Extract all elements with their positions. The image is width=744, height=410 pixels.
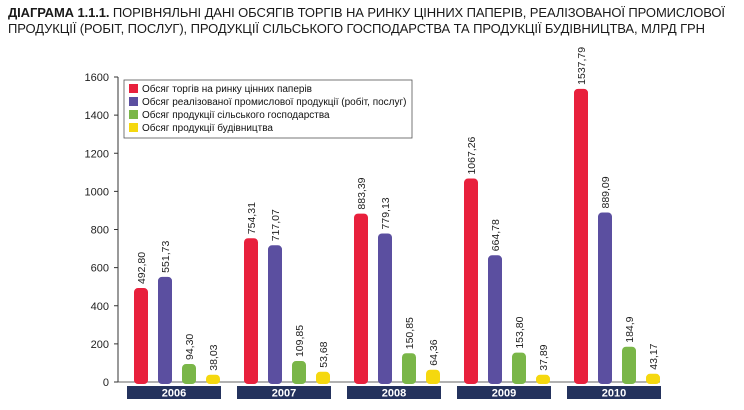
bar [292, 361, 306, 384]
bar [378, 233, 392, 384]
bar-value-label: 94,30 [184, 334, 196, 360]
legend-swatch [129, 97, 138, 106]
bar-value-label: 883,39 [356, 177, 368, 209]
bar [268, 245, 282, 384]
y-tick-label: 800 [91, 225, 109, 237]
bar-value-label: 779,13 [380, 197, 392, 229]
category-box [567, 386, 661, 399]
legend-box [123, 79, 413, 139]
bar-value-label: 109,85 [294, 325, 306, 357]
bar [646, 373, 660, 384]
y-tick-label: 200 [91, 339, 109, 351]
legend-entry: Обсяг реалізованої промислової продукції… [142, 96, 407, 108]
chart-title-prefix: ДІАГРАМА 1.1.1. [8, 5, 110, 20]
bar [158, 276, 172, 384]
bar-value-label: 492,80 [136, 252, 148, 284]
legend: Обсяг торгів на ринку цінних паперівОбся… [123, 79, 413, 139]
chart-title: ДІАГРАМА 1.1.1. ПОРІВНЯЛЬНІ ДАНІ ОБСЯГІВ… [8, 5, 738, 37]
legend-entry: Обсяг торгів на ринку цінних паперів [142, 83, 312, 95]
legend-entry: Обсяг продукції будівництва [142, 122, 273, 134]
y-tick-label: 400 [91, 301, 109, 313]
legend-swatch [129, 123, 138, 132]
bar [402, 353, 416, 384]
chart-title-text: ПОРІВНЯЛЬНІ ДАНІ ОБСЯГІВ ТОРГІВ НА РИНКУ… [8, 5, 725, 36]
bar [426, 369, 440, 384]
x-tick-label: 2009 [492, 388, 516, 400]
bar-value-label: 150,85 [404, 317, 416, 349]
bar [598, 212, 612, 384]
bar [536, 374, 550, 384]
bar [622, 346, 636, 384]
bar [574, 88, 588, 385]
legend-entry: Обсяг продукції сільського господарства [142, 109, 330, 121]
bar-value-label: 153,80 [514, 316, 526, 348]
bar-value-label: 53,68 [318, 341, 330, 367]
bar [316, 371, 330, 384]
x-tick-label: 2006 [162, 388, 186, 400]
bar-value-label: 1537,79 [576, 47, 588, 85]
bar-value-label: 64,36 [428, 339, 440, 365]
bar [488, 255, 502, 384]
category-box [237, 386, 331, 399]
x-axis-categories: 2006 2007 2008 2009 2010 [127, 386, 661, 400]
bar-value-label: 37,89 [538, 344, 550, 370]
bar [354, 213, 368, 384]
bar [464, 178, 478, 384]
category-box [457, 386, 551, 399]
category-box [347, 386, 441, 399]
bar [134, 288, 148, 384]
y-tick-label: 1200 [85, 148, 109, 160]
bar-value-label: 551,73 [160, 241, 172, 273]
bar-value-label: 184,9 [624, 316, 636, 342]
y-tick-label: 1400 [85, 110, 109, 122]
bar-value-label: 38,03 [208, 344, 220, 370]
y-tick-label: 1000 [85, 186, 109, 198]
bar-value-label: 717,07 [270, 209, 282, 241]
bar-value-label: 1067,26 [466, 136, 478, 174]
x-tick-label: 2010 [602, 388, 626, 400]
legend-swatch [129, 110, 138, 119]
y-tick-label: 1600 [85, 72, 109, 84]
y-tick-label: 0 [103, 377, 109, 389]
bar-value-label: 43,17 [648, 343, 660, 369]
bar-value-label: 889,09 [600, 176, 612, 208]
y-tick-label: 600 [91, 263, 109, 275]
bar [512, 352, 526, 384]
bar [182, 364, 196, 384]
y-axis: 0 200 400 600 800 1000 1200 1400 1600 [85, 72, 660, 389]
x-tick-label: 2007 [272, 388, 296, 400]
bars: 492,80 551,73 94,30 38,03 754,31 717,07 109,85… [134, 47, 660, 385]
legend-swatch [129, 84, 138, 93]
bar-value-label: 664,78 [490, 219, 502, 251]
x-tick-label: 2008 [382, 388, 406, 400]
bar-value-label: 754,31 [246, 202, 258, 234]
bar [206, 374, 220, 384]
category-box [127, 386, 221, 399]
bar [244, 238, 258, 384]
